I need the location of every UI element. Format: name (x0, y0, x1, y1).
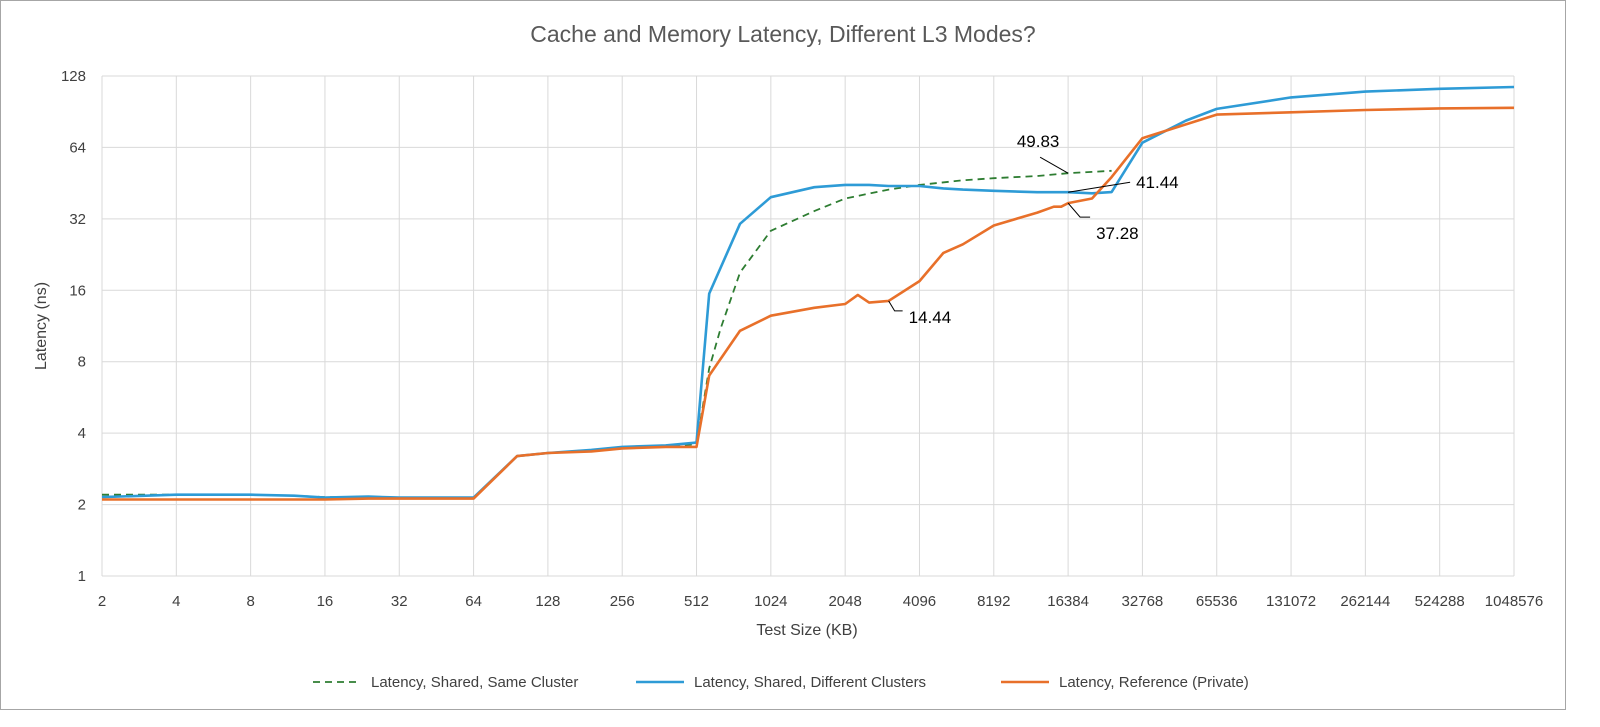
y-tick-label: 16 (69, 282, 86, 299)
y-tick-label: 64 (69, 139, 86, 156)
y-axis-title: Latency (ns) (33, 282, 50, 370)
x-tick-label: 4096 (903, 593, 936, 610)
chart-frame (0, 0, 1566, 710)
data-label: 41.44 (1136, 173, 1179, 192)
data-label-leader (1039, 156, 1069, 174)
series-line-1 (101, 85, 1515, 499)
legend-label-0: Latency, Shared, Same Cluster (371, 674, 578, 691)
x-tick-label: 32 (391, 593, 408, 610)
x-tick-label: 1048576 (1485, 593, 1543, 610)
x-tick-label: 262144 (1340, 593, 1390, 610)
x-tick-label: 32768 (1122, 593, 1164, 610)
data-label: 37.28 (1096, 224, 1139, 243)
x-tick-label: 512 (684, 593, 709, 610)
data-label-leader (1068, 181, 1131, 193)
x-tick-label: 8 (246, 593, 254, 610)
x-tick-label: 16384 (1047, 593, 1089, 610)
y-axis-ticks: 1 2 4 8 16 32 64 128 (61, 68, 86, 585)
data-labels: 49.83 41.44 37.28 14.44 (888, 132, 1179, 327)
x-tick-label: 2 (98, 593, 106, 610)
data-label-leader (888, 300, 903, 312)
y-tick-label: 2 (78, 497, 86, 514)
x-tick-label: 65536 (1196, 593, 1238, 610)
x-tick-label: 256 (610, 593, 635, 610)
x-axis-ticks: 2 4 8 16 32 64 128 256 512 1024 2048 4096 8192 16384 3… (98, 593, 1543, 610)
x-tick-label: 64 (465, 593, 482, 610)
x-tick-label: 2048 (828, 593, 861, 610)
x-tick-label: 4 (172, 593, 180, 610)
x-tick-label: 1024 (754, 593, 787, 610)
grid (101, 75, 1515, 577)
series-line-2 (102, 106, 1515, 501)
data-label: 14.44 (909, 308, 952, 327)
x-tick-label: 8192 (977, 593, 1010, 610)
legend: Latency, Shared, Same Cluster Latency, Sh… (313, 674, 1249, 691)
y-tick-label: 4 (78, 425, 86, 442)
y-tick-label: 8 (78, 354, 86, 371)
x-tick-label: 131072 (1266, 593, 1316, 610)
chart-title: Cache and Memory Latency, Different L3 M… (530, 21, 1035, 47)
legend-label-2: Latency, Reference (Private) (1059, 674, 1249, 691)
data-label-leader (1067, 202, 1091, 218)
x-tick-label: 524288 (1415, 593, 1465, 610)
x-axis-title: Test Size (KB) (756, 622, 857, 639)
x-tick-label: 128 (535, 593, 560, 610)
x-tick-label: 16 (317, 593, 334, 610)
y-tick-label: 128 (61, 68, 86, 85)
legend-label-1: Latency, Shared, Different Clusters (694, 674, 926, 691)
y-tick-label: 1 (78, 568, 86, 585)
data-label: 49.83 (1017, 132, 1060, 151)
series-lines (101, 85, 1515, 501)
y-tick-label: 32 (69, 211, 86, 228)
